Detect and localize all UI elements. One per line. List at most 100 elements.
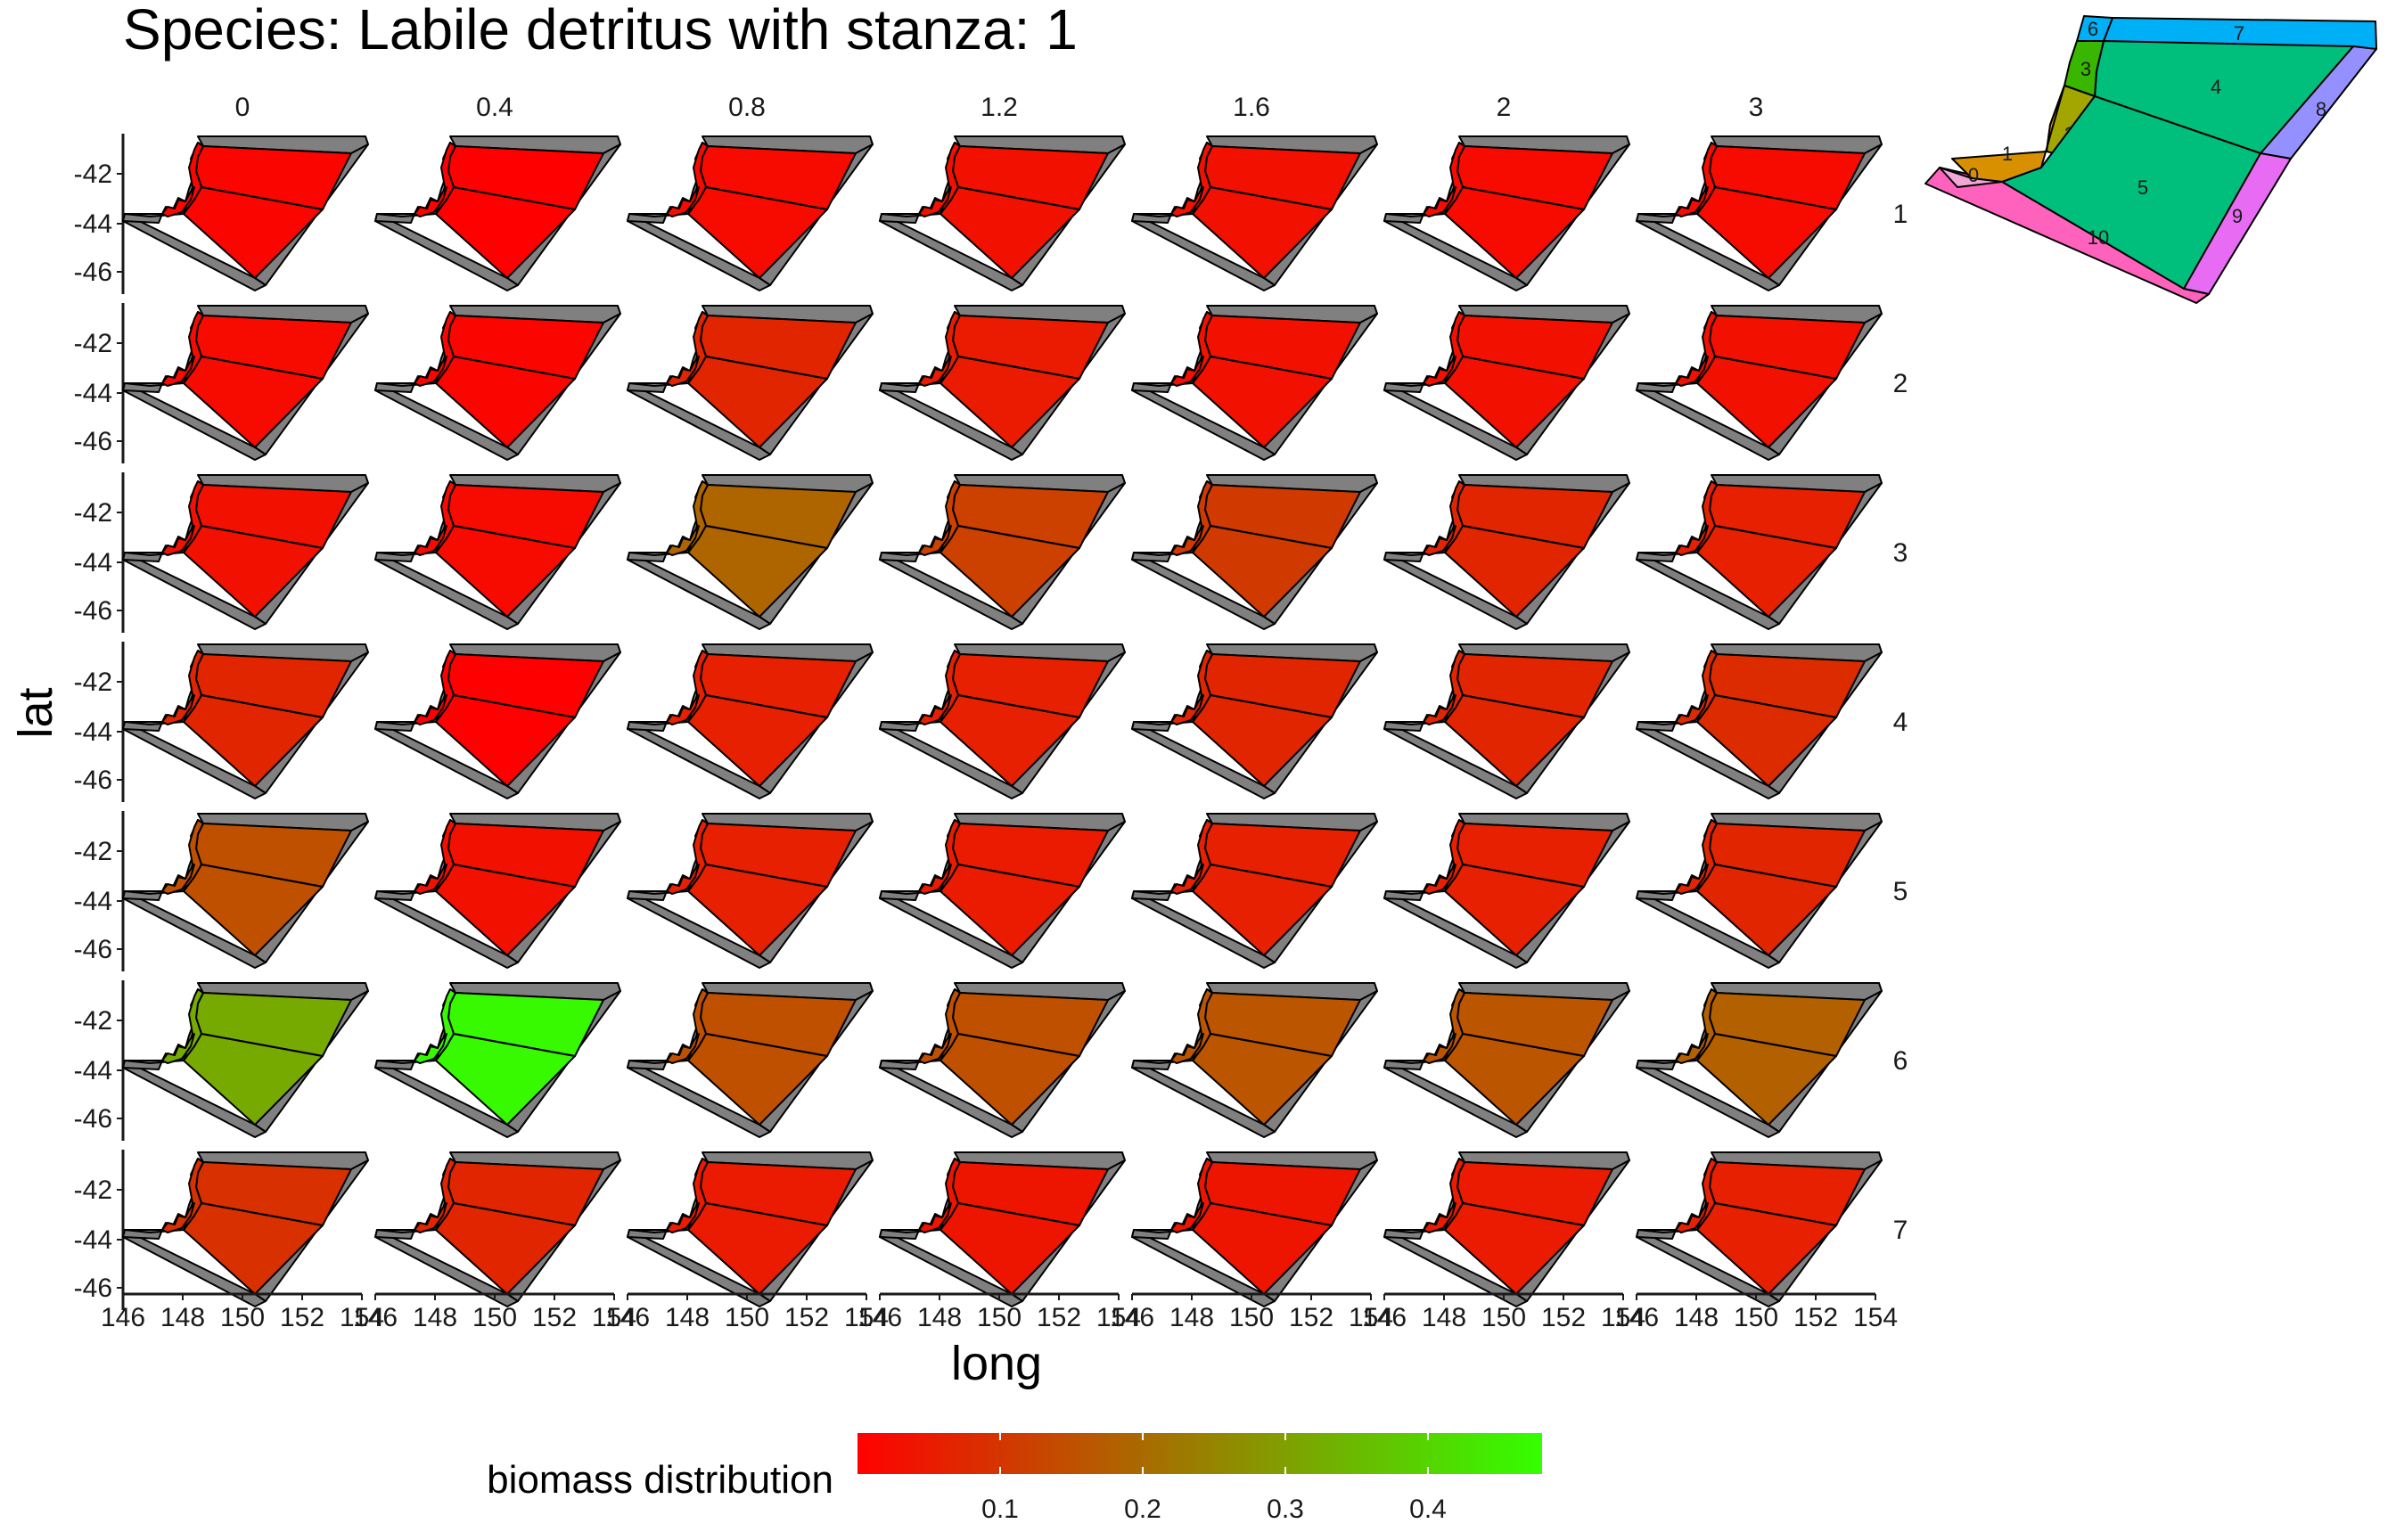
facet-column-label: 0 <box>235 93 250 122</box>
box-divider <box>453 1202 576 1226</box>
facet-column-label: 1.6 <box>1233 93 1270 122</box>
box-divider <box>201 1033 324 1057</box>
facet-column-label: 3 <box>1749 93 1764 122</box>
x-tick-label: 148 <box>1674 1303 1719 1332</box>
box-shelf <box>687 1158 709 1231</box>
box-shelf <box>1444 480 1465 553</box>
box-shelf <box>1192 988 1213 1061</box>
box-divider <box>201 356 324 380</box>
box-lagoon <box>918 1202 952 1233</box>
y-tick-label: -46 <box>74 1104 112 1134</box>
facet-panel <box>374 1151 621 1307</box>
box-lagoon <box>414 1202 447 1233</box>
box-divider <box>705 864 828 888</box>
facet-panel <box>1131 305 1378 461</box>
x-tick-label: 148 <box>1422 1303 1466 1332</box>
box-divider <box>957 525 1080 549</box>
facet-panel <box>627 813 874 969</box>
x-tick-label: 152 <box>1037 1303 1081 1332</box>
box-divider <box>957 1033 1080 1057</box>
box-lagoon <box>161 356 195 387</box>
facet-panel <box>122 813 369 969</box>
y-tick-label: -44 <box>74 548 112 578</box>
box-divider <box>1714 356 1837 380</box>
facet-panel <box>122 643 369 799</box>
facet-panel <box>1131 1151 1378 1307</box>
facet-panel <box>1636 982 1883 1138</box>
box-shelf <box>435 650 456 723</box>
facet-panel <box>879 813 1126 969</box>
x-tick-label: 150 <box>220 1303 265 1332</box>
facet-panel <box>879 305 1126 461</box>
facet-column-label: 0.4 <box>476 93 513 122</box>
box-shelf <box>940 650 961 723</box>
inset-box-label: 5 <box>2138 176 2148 199</box>
box-divider <box>1714 694 1837 718</box>
legend-tick-label: 0.3 <box>1267 1495 1304 1524</box>
box-shelf <box>940 480 961 553</box>
box-lagoon <box>161 186 195 217</box>
x-tick-label: 154 <box>340 1303 384 1332</box>
inset-box-label: 0 <box>1968 164 1979 186</box>
box-lagoon <box>1423 864 1456 895</box>
facet-panel <box>122 474 369 630</box>
box-lagoon <box>1170 694 1204 725</box>
x-tick-label: 154 <box>1349 1303 1393 1332</box>
box-lagoon <box>1170 186 1204 217</box>
y-tick-label: -44 <box>74 1225 112 1255</box>
box-divider <box>1714 525 1837 549</box>
x-tick-label: 148 <box>1169 1303 1214 1332</box>
box-lagoon <box>1423 356 1456 387</box>
x-tick-label: 154 <box>1601 1303 1645 1332</box>
box-shelf <box>940 1158 961 1231</box>
box-shelf <box>1444 650 1465 723</box>
x-tick-label: 152 <box>1793 1303 1838 1332</box>
x-tick-label: 154 <box>844 1303 889 1332</box>
box-shelf <box>1192 311 1213 384</box>
facet-panel <box>879 643 1126 799</box>
box-divider <box>957 356 1080 380</box>
box-shelf <box>1444 988 1465 1061</box>
box-divider <box>1462 186 1585 210</box>
box-divider <box>705 694 828 718</box>
facet-panel <box>1636 643 1883 799</box>
box-lagoon <box>1170 864 1204 895</box>
box-shelf <box>435 1158 456 1231</box>
box-divider <box>453 356 576 380</box>
facet-panel <box>1383 1151 1630 1307</box>
facet-panel <box>627 1151 874 1307</box>
legend-color-bar <box>857 1433 1542 1474</box>
y-tick-label: -44 <box>74 717 112 747</box>
facet-panel <box>879 474 1126 630</box>
facet-panel <box>627 305 874 461</box>
box-shelf <box>435 142 456 215</box>
facet-row-label: 1 <box>1893 200 1908 229</box>
box-lagoon <box>1675 1202 1709 1233</box>
box-shelf <box>1444 311 1465 384</box>
box-divider <box>201 186 324 210</box>
facet-row-label: 4 <box>1893 708 1908 737</box>
box-lagoon <box>1423 1033 1456 1064</box>
box-divider <box>957 694 1080 718</box>
facet-panel <box>374 643 621 799</box>
y-tick-label: -46 <box>74 1274 112 1303</box>
box-shelf <box>1696 819 1718 892</box>
box-divider <box>1210 694 1333 718</box>
box-lagoon <box>1170 525 1204 556</box>
x-tick-label: 146 <box>1110 1303 1154 1332</box>
facet-panel <box>1636 1151 1883 1307</box>
box-lagoon <box>1675 186 1709 217</box>
box-lagoon <box>666 1033 700 1064</box>
facet-panel <box>1131 813 1378 969</box>
box-shelf <box>940 819 961 892</box>
box-lagoon <box>918 864 952 895</box>
y-tick-label: -46 <box>74 596 112 626</box>
box-lagoon <box>666 1202 700 1233</box>
box-lagoon <box>414 1033 447 1064</box>
facet-panel <box>1383 135 1630 291</box>
box-divider <box>453 694 576 718</box>
box-shelf <box>687 142 709 215</box>
box-shelf <box>183 988 204 1061</box>
facet-panel <box>1636 135 1883 291</box>
box-divider <box>1462 525 1585 549</box>
